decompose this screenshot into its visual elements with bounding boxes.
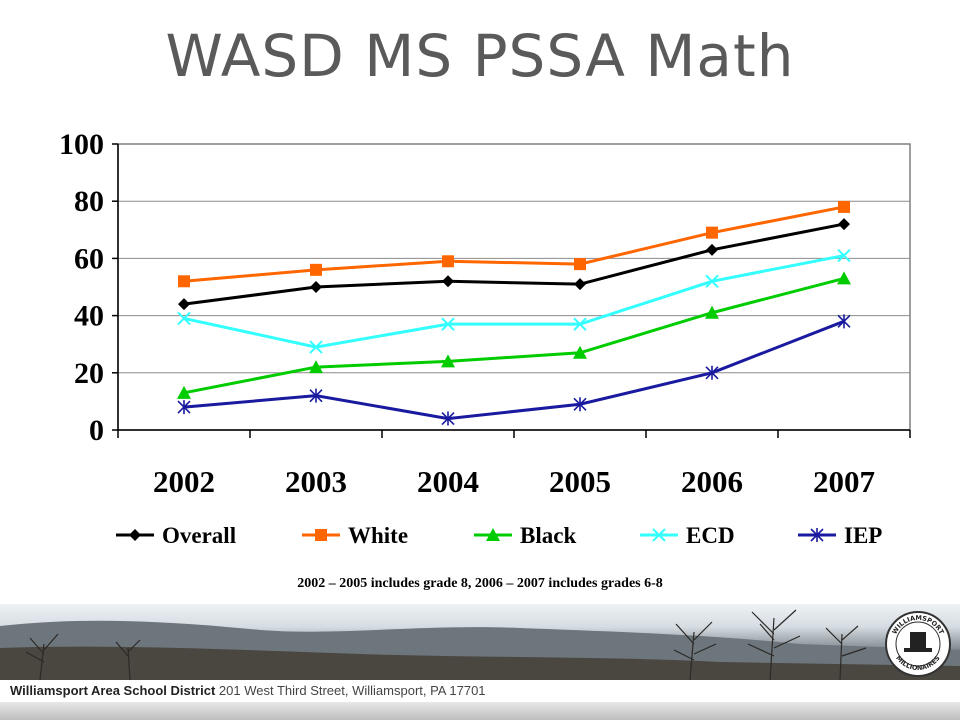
mountain-photo	[0, 609, 960, 680]
landscape-banner	[0, 604, 960, 680]
footer-bar: Williamsport Area School District 201 We…	[0, 680, 960, 702]
data-point-ecd	[309, 340, 323, 354]
legend-label-white: White	[348, 523, 408, 548]
y-tick-label: 80	[74, 185, 104, 218]
data-point-iep	[573, 397, 587, 412]
series-line-iep	[183, 319, 845, 421]
series-line-ecd	[183, 254, 845, 349]
chart-note: 2002 – 2005 includes grade 8, 2006 – 200…	[297, 576, 663, 591]
data-point-ecd	[177, 311, 191, 326]
line-chart: 0 20 40 60 80 100 2002 2003 2004 2005 2006 2007 Ov…	[59, 128, 911, 548]
y-tick-label: 100	[59, 128, 104, 161]
series-white	[178, 200, 850, 288]
data-point-white	[838, 200, 850, 213]
data-point-ecd	[705, 274, 719, 288]
series-overall	[178, 218, 850, 311]
data-point-overall	[838, 218, 850, 231]
footer-text: Williamsport Area School District 201 We…	[10, 683, 486, 698]
legend-label-ecd: ECD	[686, 523, 735, 548]
legend-marker-white	[315, 529, 327, 541]
series-line-black	[183, 276, 845, 395]
data-point-black	[705, 305, 719, 319]
data-point-iep	[705, 365, 719, 380]
data-point-overall	[178, 298, 190, 311]
data-point-overall	[442, 275, 454, 288]
grid-lines	[118, 200, 910, 374]
y-tick-label: 0	[89, 414, 104, 447]
legend-label-black: Black	[520, 523, 576, 548]
data-point-overall	[574, 278, 586, 291]
y-tick-label: 40	[74, 300, 104, 333]
slide-title: WASD MS PSSA Math	[165, 22, 795, 90]
legend-item-iep: IEP	[798, 523, 882, 548]
series-line-overall	[183, 222, 845, 306]
data-point-ecd	[573, 317, 587, 331]
y-tick-label: 20	[74, 357, 104, 390]
footer-strip	[0, 702, 960, 720]
data-point-white	[442, 255, 454, 268]
data-point-ecd	[837, 248, 851, 263]
legend-marker-overall	[129, 529, 141, 541]
data-point-iep	[837, 314, 851, 329]
data-point-white	[574, 258, 586, 271]
x-tick-label: 2005	[549, 464, 611, 499]
legend-marker-black	[486, 528, 500, 541]
data-point-white	[310, 263, 322, 276]
legend-item-white: White	[302, 523, 408, 548]
legend-label-overall: Overall	[162, 523, 236, 548]
data-point-black	[441, 354, 455, 368]
legend-label-iep: IEP	[844, 523, 882, 548]
data-point-overall	[310, 281, 322, 293]
legend-marker-ecd	[652, 528, 666, 542]
data-point-black	[573, 345, 587, 359]
legend-marker-iep	[810, 528, 824, 542]
series-line-white	[183, 205, 845, 283]
x-tick-label: 2003	[285, 464, 347, 499]
series-ecd	[177, 248, 851, 354]
x-tick-label: 2006	[681, 464, 743, 499]
legend-item-black: Black	[474, 523, 576, 548]
data-point-overall	[706, 243, 718, 256]
plot-area	[117, 143, 911, 431]
data-point-iep	[441, 411, 455, 426]
y-tick-label: 60	[74, 242, 104, 275]
data-point-white	[706, 226, 718, 239]
footer-address: 201 West Third Street, Williamsport, PA …	[218, 683, 486, 698]
series-iep	[177, 314, 851, 426]
x-tick-labels: 2002 2003 2004 2005 2006 2007	[153, 464, 875, 499]
data-point-black	[309, 360, 323, 374]
data-point-white	[178, 275, 190, 288]
axes	[112, 143, 911, 438]
data-point-ecd	[441, 317, 455, 331]
data-point-iep	[309, 388, 323, 403]
x-tick-label: 2007	[813, 464, 875, 499]
legend-item-ecd: ECD	[640, 523, 735, 548]
legend-item-overall: Overall	[116, 523, 236, 548]
y-tick-labels: 0 20 40 60 80 100	[59, 128, 104, 447]
legend: Overall White Black ECD IEP	[116, 523, 882, 548]
footer-org: Williamsport Area School District	[10, 683, 216, 698]
series-lines	[177, 200, 851, 426]
x-tick-label: 2004	[417, 464, 479, 499]
data-point-black	[837, 271, 851, 285]
data-point-iep	[177, 400, 191, 415]
data-point-black	[177, 385, 191, 399]
x-tick-label: 2002	[153, 464, 215, 499]
series-black	[177, 271, 851, 399]
district-logo: WILLIAMSPORT MILLIONAIRES	[885, 611, 951, 677]
